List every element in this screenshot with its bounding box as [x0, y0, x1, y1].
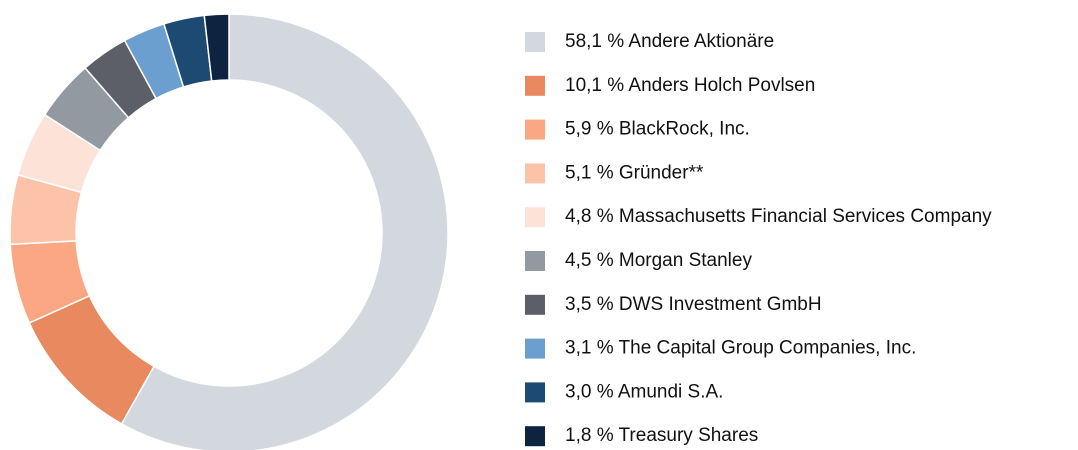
legend-label: 4,8 % Massachusetts Financial Services C…: [565, 206, 992, 227]
legend-name: Morgan Stanley: [619, 250, 753, 271]
legend-swatch: [525, 251, 545, 271]
legend-name: Treasury Shares: [619, 425, 759, 446]
donut-segment: [203, 13, 230, 82]
legend-swatch: [525, 207, 545, 228]
legend-swatch: [525, 426, 545, 447]
legend-name: Gründer**: [619, 162, 704, 183]
legend-label: 3,1 % The Capital Group Companies, Inc.: [565, 338, 916, 359]
legend-name: BlackRock, Inc.: [619, 119, 750, 140]
legend-value: 4,5 %: [565, 250, 614, 271]
legend-swatch: [525, 75, 545, 96]
legend-swatch: [525, 119, 545, 140]
legend-name: DWS Investment GmbH: [619, 294, 822, 315]
legend-name: Anders Holch Povlsen: [628, 75, 815, 96]
legend-swatch: [525, 382, 545, 403]
legend-label: 5,1 % Gründer**: [565, 162, 704, 183]
legend-name: Amundi S.A.: [618, 381, 724, 402]
donut-segment: [120, 13, 449, 450]
legend-value: 5,1 %: [565, 162, 614, 183]
legend-value: 10,1 %: [565, 75, 624, 96]
legend-name: Andere Aktionäre: [628, 31, 774, 52]
legend-name: The Capital Group Companies, Inc.: [619, 338, 917, 359]
legend-label: 5,9 % BlackRock, Inc.: [565, 119, 750, 140]
legend-label: 3,0 % Amundi S.A.: [565, 381, 723, 402]
legend-name: Massachusetts Financial Services Company: [619, 206, 992, 227]
legend-label: 4,5 % Morgan Stanley: [565, 250, 752, 271]
legend-label: 10,1 % Anders Holch Povlsen: [565, 75, 815, 96]
legend-swatch: [525, 338, 545, 359]
legend-value: 3,1 %: [565, 338, 614, 359]
legend-label: 58,1 % Andere Aktionäre: [565, 31, 774, 52]
legend-label: 3,5 % DWS Investment GmbH: [565, 294, 822, 315]
legend-value: 3,5 %: [565, 294, 614, 315]
legend-swatch: [525, 294, 545, 315]
legend-value: 1,8 %: [565, 425, 614, 446]
legend-swatch: [525, 32, 545, 52]
legend-label: 1,8 % Treasury Shares: [565, 425, 758, 446]
legend-value: 58,1 %: [565, 31, 624, 52]
legend-swatch: [525, 163, 545, 184]
legend-value: 5,9 %: [565, 119, 614, 140]
legend-value: 3,0 %: [565, 381, 614, 402]
legend-value: 4,8 %: [565, 206, 614, 227]
